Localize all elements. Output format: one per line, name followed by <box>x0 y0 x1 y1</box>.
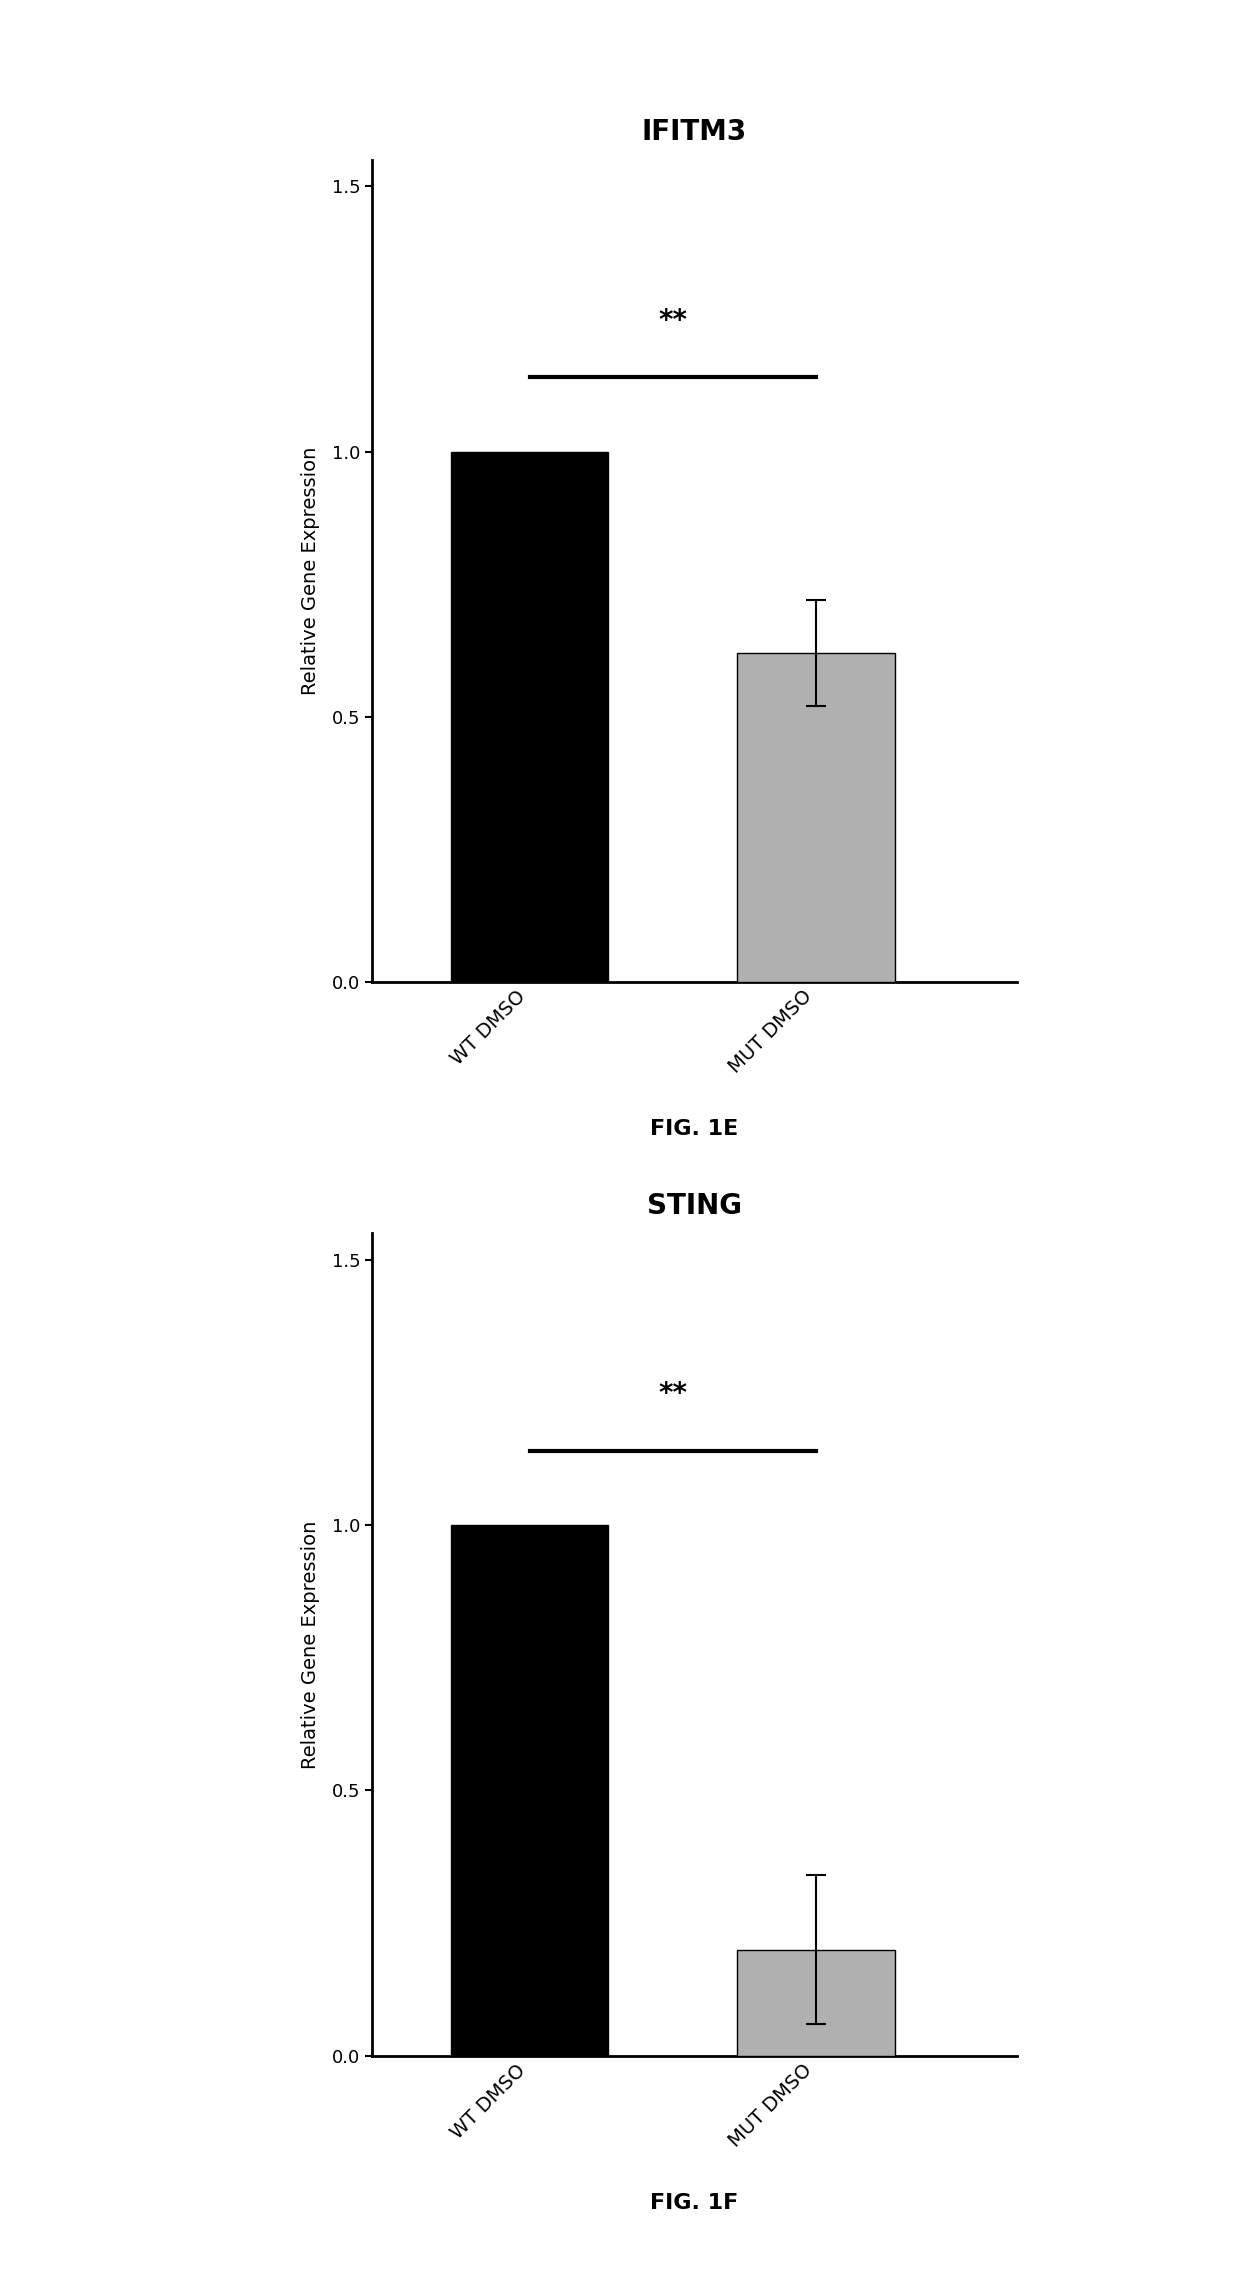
Text: FIG. 1E: FIG. 1E <box>650 1119 739 1140</box>
Bar <box>451 452 609 982</box>
Title: IFITM3: IFITM3 <box>642 119 746 146</box>
Y-axis label: Relative Gene Expression: Relative Gene Expression <box>301 448 320 694</box>
Y-axis label: Relative Gene Expression: Relative Gene Expression <box>301 1521 320 1768</box>
Text: **: ** <box>658 306 687 336</box>
Title: STING: STING <box>647 1192 742 1220</box>
Bar <box>738 1951 895 2056</box>
Bar <box>738 653 895 982</box>
Text: **: ** <box>658 1380 687 1409</box>
Bar <box>451 1526 609 2056</box>
Text: FIG. 1F: FIG. 1F <box>650 2193 739 2213</box>
